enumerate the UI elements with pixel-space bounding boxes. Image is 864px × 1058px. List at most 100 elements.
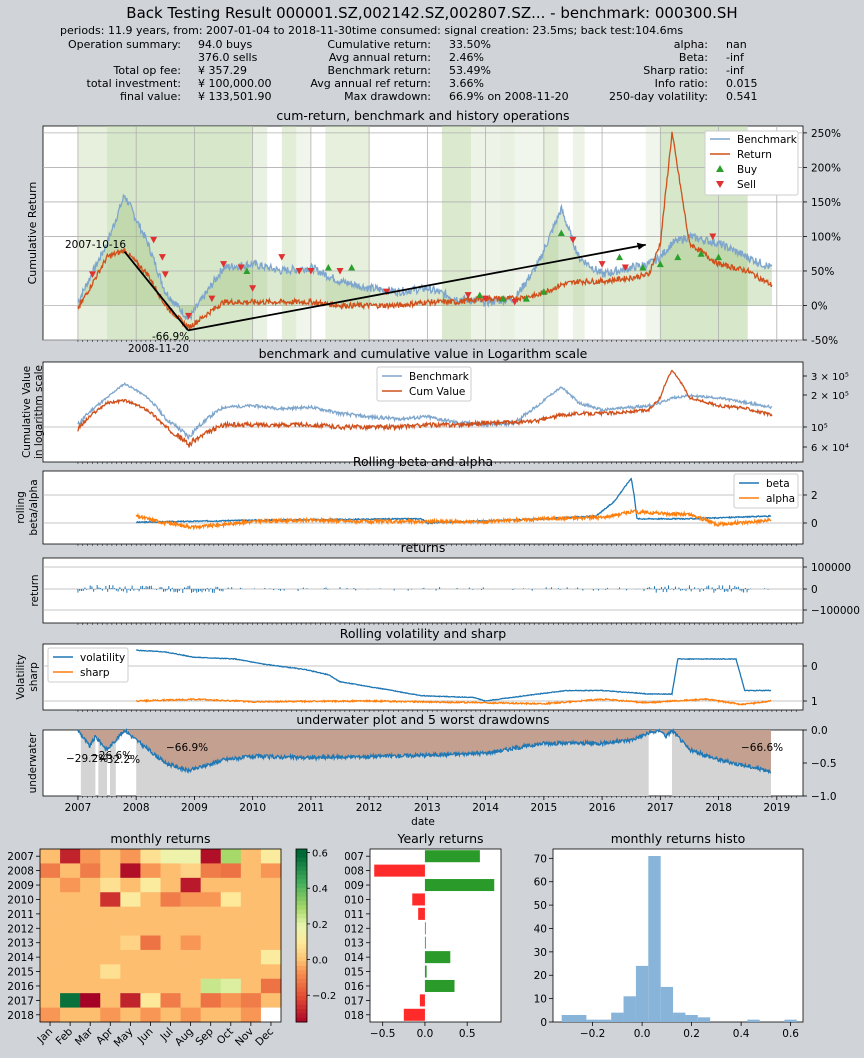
histo-bar [586, 1019, 599, 1022]
yearly-row-label: 2018 [345, 1010, 364, 1022]
drawdown-annotation: −32.2% [98, 754, 140, 766]
summary-left-value: 376.0 sells [198, 51, 258, 64]
heatmap-row-label: 2010 [7, 894, 34, 906]
y-tick-label: 100% [811, 231, 841, 243]
colorbar-segment [296, 909, 307, 915]
heatmap-row-label: 2007 [7, 851, 34, 863]
monthly-returns-heatmap: monthly returns 2007 2008 2009 2010 2011 2012 2… [7, 831, 336, 1049]
heatmap-cell [200, 877, 222, 893]
heatmap-cell [180, 964, 201, 980]
colorbar-segment [296, 1013, 307, 1019]
holding-period-shade [296, 126, 311, 340]
chart-title: cum-return, benchmark and history operat… [276, 108, 569, 123]
heatmap-cell [180, 921, 201, 936]
heatmap-cell [200, 978, 222, 994]
heatmap-cell [40, 863, 61, 879]
histo-bar [685, 1014, 698, 1022]
yearly-bar [418, 907, 425, 920]
heatmap-cell [80, 935, 101, 951]
summary-right-label: Sharp ratio: [643, 64, 708, 77]
colorbar-segment [296, 974, 307, 980]
x-tick-label: 0.6 [782, 1028, 799, 1040]
heatmap-cell [240, 964, 262, 980]
heatmap-cell [180, 863, 201, 879]
heatmap-cell [80, 964, 101, 980]
heatmap-row-label: 2017 [7, 995, 34, 1007]
x-tick-label: 2008 [123, 802, 150, 814]
y-axis-label: Volatility [15, 654, 27, 699]
legend-benchmark: Benchmark [409, 371, 470, 383]
summary-right-label: Info ratio: [654, 77, 708, 90]
holding-period-shade [441, 126, 472, 340]
y-tick-label: 70 [534, 853, 547, 865]
heatmap-cell [240, 921, 262, 936]
heatmap-cell [140, 921, 161, 936]
annotation-peak-date: 2007-10-16 [65, 239, 126, 251]
heatmap-column-label: Nov [233, 1026, 256, 1049]
heatmap-cell [200, 1007, 222, 1023]
heatmap-cell [140, 892, 161, 907]
holding-period-shade [514, 126, 544, 340]
heatmap-cell [60, 906, 81, 922]
heatmap-cell [60, 935, 81, 951]
y-tick-label: 0% [811, 300, 828, 312]
heatmap-cell [160, 921, 181, 936]
heatmap-cell [200, 964, 222, 980]
chart-title: monthly returns histo [611, 831, 746, 846]
heatmap-cell [140, 978, 161, 994]
y-tick-label: 0 [811, 584, 818, 596]
yearly-bar [424, 979, 455, 992]
yearly-row-label: 2015 [345, 967, 364, 979]
heatmap-cell [220, 964, 242, 980]
heatmap-cell [200, 921, 222, 936]
colorbar-segment [296, 935, 307, 941]
holding-period-shade [645, 126, 661, 340]
heatmap-cell [180, 993, 201, 1008]
heatmap-cell [120, 1007, 141, 1023]
heatmap-cell [260, 906, 282, 922]
heatmap-cell [160, 993, 181, 1008]
x-tick-label: 2015 [530, 802, 557, 814]
y-tick-label: −100000 [811, 605, 860, 617]
heatmap-cell [260, 849, 282, 864]
heatmap-cell [180, 1007, 201, 1023]
heatmap-cell [140, 1007, 161, 1023]
heatmap-cell [40, 964, 61, 980]
yearly-bar [424, 922, 426, 935]
x-axis-label: date [411, 816, 435, 828]
heatmap-row-label: 2011 [7, 909, 34, 921]
colorbar-segment [296, 978, 307, 984]
x-tick-label: 2018 [705, 802, 732, 814]
heatmap-row-label: 2013 [7, 938, 34, 950]
heatmap-cell [120, 964, 141, 980]
heatmap-cell [220, 906, 242, 922]
colorbar-tick-label: −0.2 [312, 991, 336, 1002]
colorbar-segment [296, 905, 307, 911]
yearly-bar [424, 879, 495, 892]
y-tick-label: 40 [534, 923, 547, 935]
heatmap-cell [180, 892, 201, 907]
heatmap-column-label: Feb [54, 1025, 76, 1047]
colorbar-segment [296, 931, 307, 936]
heatmap-cell [80, 949, 101, 965]
x-tick-label: 2012 [356, 802, 383, 814]
heatmap-cell [40, 993, 61, 1008]
heatmap-cell [220, 993, 242, 1008]
x-tick-label: 0.5 [459, 1028, 476, 1040]
heatmap-cell [100, 964, 121, 980]
histo-axes [552, 848, 804, 1023]
beta-alpha-axes [42, 470, 804, 545]
heatmap-cell [160, 863, 181, 879]
heatmap-cell [180, 978, 201, 994]
heatmap-cell [240, 877, 262, 893]
heatmap-cell [200, 993, 222, 1008]
x-tick-label: 0.0 [634, 1028, 651, 1040]
heatmap-cell [60, 964, 81, 980]
heatmap-cell [80, 863, 101, 879]
summary-middle-label: Benchmark return: [327, 64, 432, 77]
legend-return: Return [737, 149, 772, 161]
sell-marker [569, 236, 577, 244]
legend-box [704, 130, 799, 196]
heatmap-cell [80, 892, 101, 907]
buy-marker [715, 253, 723, 261]
